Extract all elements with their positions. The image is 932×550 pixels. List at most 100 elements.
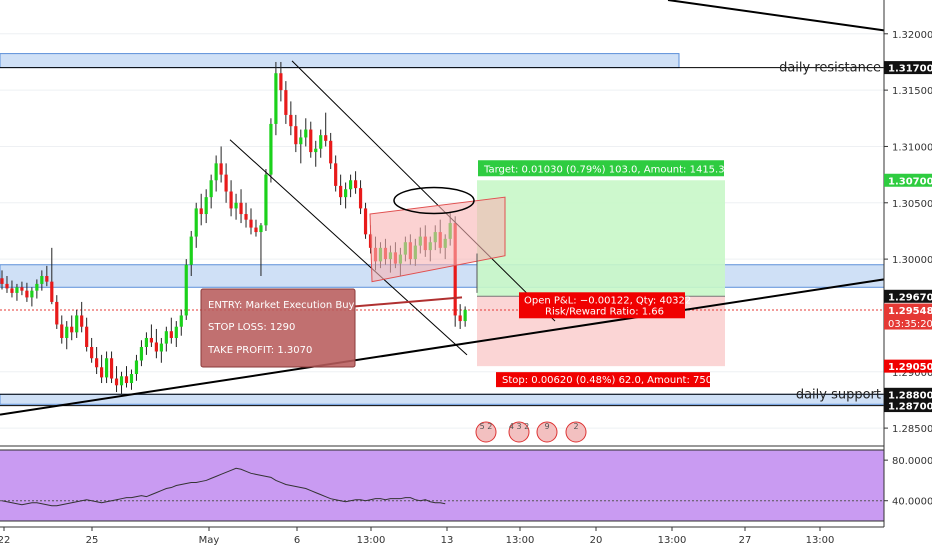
candle-bearish — [239, 202, 243, 215]
candle-bearish — [95, 358, 99, 368]
trendline-rising[interactable] — [0, 278, 885, 416]
candle-bearish — [458, 315, 462, 322]
event-badge-icon[interactable] — [536, 421, 558, 443]
channel-line-upper[interactable] — [229, 139, 468, 356]
event-badge-count: 9 — [544, 422, 549, 431]
candle-bullish — [134, 360, 139, 375]
candle-bullish — [274, 73, 278, 124]
current-countdown: 03:35:20 — [888, 319, 932, 330]
event-badge-icon[interactable] — [565, 421, 587, 443]
candle-bullish — [259, 225, 263, 233]
candle-bearish — [199, 208, 203, 215]
trade-note[interactable]: ENTRY: Market Execution Buy STOP LOSS: 1… — [200, 288, 356, 368]
main-pane — [0, 0, 885, 429]
candle-bullish — [75, 315, 79, 333]
candle-bullish — [209, 180, 213, 198]
candle-bearish — [85, 326, 89, 347]
trade-labels: Target: 0.01030 (0.79%) 103.0, Amount: 1… — [478, 160, 731, 388]
candle-bullish — [129, 374, 134, 384]
candle-bearish — [169, 331, 173, 338]
candle-bearish — [80, 315, 84, 327]
target-label-box — [478, 160, 724, 177]
candle-bearish — [114, 378, 119, 386]
candle-bearish — [244, 214, 248, 220]
entry-price: 1.29670 — [888, 292, 932, 303]
candle-bullish — [349, 180, 353, 190]
candle-bearish — [5, 283, 9, 289]
rsi-tick-label: 40.0000 — [892, 497, 932, 508]
candle-bearish — [0, 278, 4, 284]
trade-note-box[interactable] — [200, 288, 356, 368]
support-price: 1.28800 — [888, 390, 932, 401]
support-badge — [884, 387, 932, 401]
candle-bearish — [353, 180, 358, 189]
ellipse-marker[interactable] — [393, 186, 475, 215]
candle-bearish — [10, 288, 14, 293]
resistance-label: daily resistance — [779, 61, 881, 76]
candle-bearish — [358, 188, 363, 209]
candle-bullish — [214, 163, 218, 181]
trendline-top[interactable] — [667, 0, 885, 32]
time-tick-label: 13:00 — [357, 535, 386, 546]
candle-bearish — [20, 287, 24, 291]
candle-bearish — [324, 135, 328, 141]
pnl-label-box — [519, 292, 685, 319]
candle-bearish — [109, 358, 114, 379]
time-tick-label: 13:00 — [506, 535, 535, 546]
candle-bullish — [15, 287, 19, 293]
price-tick-label: 1.29000 — [892, 368, 932, 379]
target-price: 1.30700 — [888, 176, 932, 187]
candle-bullish — [139, 346, 144, 361]
event-badge-count: 2 — [573, 422, 578, 431]
resistance-price: 1.31700 — [888, 64, 932, 75]
channel-line-lower[interactable] — [291, 60, 556, 322]
candle-bearish — [124, 376, 129, 384]
event-badge-icon[interactable] — [475, 421, 497, 443]
price-tick-label: 1.31500 — [892, 86, 932, 97]
candle-bullish — [104, 358, 109, 378]
time-tick-label: 27 — [739, 535, 752, 546]
note-pointer — [354, 296, 463, 308]
bear-flag[interactable] — [369, 196, 506, 283]
stop-price: 1.29050 — [888, 362, 932, 373]
candle-bullish — [30, 290, 34, 298]
pnl-label: Open P&L: −0.00122, Qty: 40322 — [524, 295, 691, 306]
rsi-axis[interactable]: 80.0000 40.0000 — [884, 456, 932, 508]
stop-label: Stop: 0.00620 (0.48%) 62.0, Amount: 750 — [502, 375, 712, 386]
candle-bullish — [174, 326, 178, 338]
time-tick-label: 22 — [0, 535, 10, 546]
event-badge-icon[interactable] — [508, 421, 530, 443]
candle-bearish — [329, 140, 333, 164]
candle-bearish — [284, 90, 288, 115]
candle-bullish — [194, 208, 198, 237]
candle-bearish — [90, 346, 94, 359]
time-tick-label: 20 — [590, 535, 603, 546]
event-badge-count: 4 3 2 — [509, 422, 529, 431]
candle-bearish — [60, 324, 64, 338]
candle-bearish — [25, 290, 29, 298]
candle-bullish — [40, 276, 44, 284]
candle-bullish — [144, 337, 149, 347]
price-tick-label: 1.30000 — [892, 255, 932, 266]
candle-bearish — [309, 129, 313, 153]
price-tick-label: 1.28500 — [892, 424, 932, 435]
candle-bearish — [70, 326, 74, 333]
resistance-badge — [884, 61, 932, 75]
target-zone — [477, 180, 725, 297]
time-axis[interactable]: 22 25 May 6 13:00 13 13:00 20 13:00 27 13:00 — [0, 527, 834, 546]
price-tick-label: 1.30500 — [892, 199, 932, 210]
candle-bearish — [149, 337, 153, 343]
price-axis[interactable]: 1.32000 1.31500 1.31000 1.30500 1.30000 1.290… — [884, 30, 932, 435]
rsi-line — [1, 467, 446, 507]
candle-bullish — [184, 264, 188, 316]
candle-bearish — [294, 126, 298, 145]
candle-bearish — [100, 367, 104, 378]
event-badges[interactable]: 5 2 4 3 2 9 2 — [475, 421, 587, 443]
candle-bullish — [159, 343, 163, 352]
stop-label-box — [496, 372, 710, 388]
candle-bearish — [453, 223, 457, 316]
candle-bearish — [363, 208, 368, 235]
candle-bearish — [254, 227, 258, 233]
support-low-badge — [884, 399, 932, 413]
